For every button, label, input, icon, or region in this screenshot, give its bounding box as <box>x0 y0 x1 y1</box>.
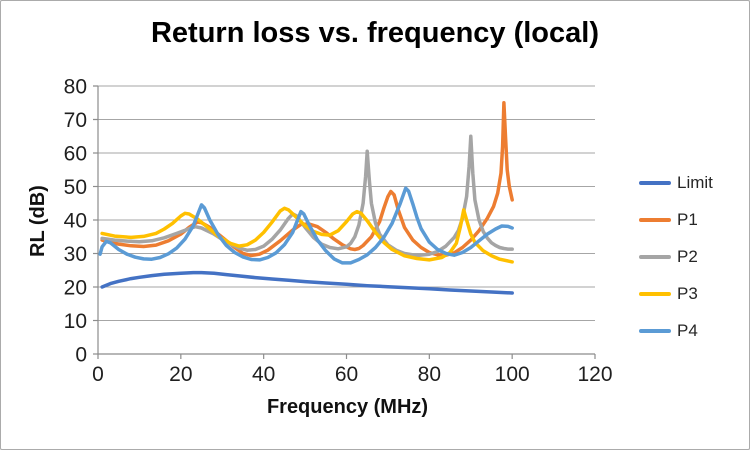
legend-swatch-p4 <box>639 329 671 333</box>
y-tick-label-80: 80 <box>64 76 87 99</box>
legend: Limit P1 P2 P3 P4 <box>639 173 713 358</box>
legend-label-p2: P2 <box>677 247 698 266</box>
legend-item-p2[interactable]: P2 <box>639 247 713 267</box>
legend-label-p4: P4 <box>677 321 698 340</box>
legend-swatch-p1 <box>639 218 671 222</box>
legend-item-p1[interactable]: P1 <box>639 210 713 230</box>
y-tick-label-50: 50 <box>64 176 87 199</box>
x-tick-label-40: 40 <box>252 363 275 386</box>
x-tick-label-60: 60 <box>335 363 358 386</box>
series-line-P2 <box>100 134 514 258</box>
x-tick-label-120: 120 <box>577 363 612 386</box>
y-tick-label-70: 70 <box>64 109 87 132</box>
legend-item-limit[interactable]: Limit <box>639 173 713 193</box>
y-tick-label-0: 0 <box>75 344 87 367</box>
legend-swatch-limit <box>639 181 671 185</box>
x-tick-label-100: 100 <box>495 363 530 386</box>
series-line-P4 <box>98 186 514 265</box>
y-tick-label-20: 20 <box>64 277 87 300</box>
series-line-P3 <box>100 206 514 264</box>
x-axis-title: Frequency (MHz) <box>266 396 429 418</box>
x-tick-label-80: 80 <box>418 363 441 386</box>
chart-title: Return loss vs. frequency (local) <box>150 17 599 49</box>
y-tick-label-30: 30 <box>64 243 87 266</box>
y-tick-label-40: 40 <box>64 210 87 233</box>
y-tick-label-10: 10 <box>64 310 87 333</box>
y-tick-label-60: 60 <box>64 143 87 166</box>
legend-label-limit: Limit <box>677 173 713 192</box>
legend-label-p1: P1 <box>677 210 698 229</box>
legend-item-p4[interactable]: P4 <box>639 321 713 341</box>
legend-swatch-p2 <box>639 255 671 259</box>
x-tick-label-20: 20 <box>169 363 192 386</box>
series-line-Limit <box>100 270 514 295</box>
x-tick-label-0: 0 <box>92 363 104 386</box>
legend-swatch-p3 <box>639 292 671 296</box>
legend-label-p3: P3 <box>677 284 698 303</box>
legend-item-p3[interactable]: P3 <box>639 284 713 304</box>
